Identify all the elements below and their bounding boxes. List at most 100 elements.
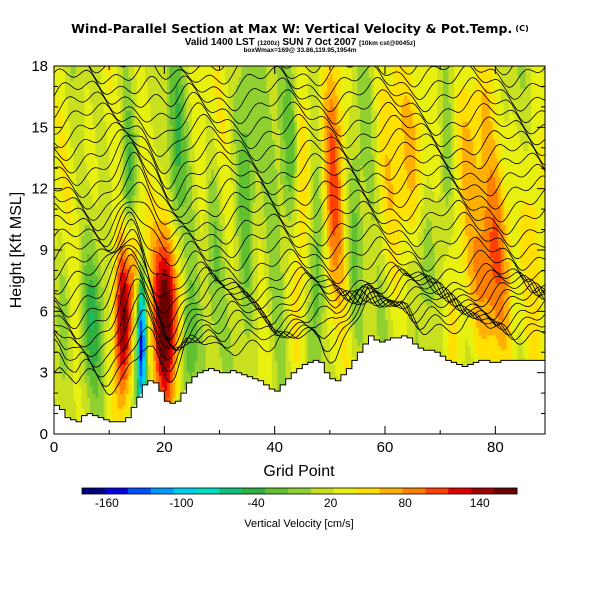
velocity-cell (150, 187, 154, 192)
velocity-cell (73, 128, 77, 133)
velocity-cell (78, 165, 83, 170)
velocity-cell (95, 95, 99, 100)
velocity-cell (111, 117, 116, 122)
velocity-cell (103, 242, 108, 247)
velocity-cell (70, 154, 74, 159)
velocity-cell (84, 378, 88, 384)
velocity-cell (114, 77, 119, 82)
velocity-cell (84, 113, 88, 119)
velocity-cell (103, 360, 108, 365)
velocity-cell (89, 73, 94, 78)
velocity-cell (139, 312, 143, 317)
velocity-cell (133, 327, 138, 332)
velocity-cell (70, 227, 74, 233)
velocity-cell (84, 202, 88, 207)
velocity-cell (114, 275, 119, 281)
velocity-cell (98, 91, 102, 97)
velocity-cell (145, 227, 149, 233)
velocity-cell (128, 209, 132, 214)
velocity-cell (147, 305, 152, 310)
velocity-cell (153, 227, 157, 233)
velocity-cell (109, 238, 113, 244)
velocity-cell (65, 253, 69, 258)
velocity-cell (78, 312, 83, 317)
velocity-cell (167, 290, 171, 295)
velocity-cell (95, 404, 99, 409)
velocity-cell (65, 110, 69, 115)
velocity-cell (95, 408, 99, 413)
velocity-cell (136, 139, 141, 144)
velocity-cell (54, 176, 58, 181)
velocity-cell (81, 279, 85, 284)
velocity-cell (87, 389, 91, 395)
velocity-cell (114, 367, 119, 373)
velocity-cell (106, 187, 110, 192)
velocity-cell (54, 393, 58, 398)
velocity-cell (56, 294, 61, 299)
velocity-cell (89, 216, 94, 222)
velocity-cell (87, 312, 91, 317)
velocity-cell (89, 397, 94, 402)
velocity-cell (92, 323, 96, 328)
velocity-cell (133, 397, 138, 402)
velocity-cell (167, 349, 171, 354)
velocity-cell (78, 91, 83, 97)
chart-title-mark: (C) (515, 24, 529, 33)
velocity-cell (103, 308, 108, 314)
velocity-cell (98, 135, 102, 141)
velocity-cell (114, 264, 119, 269)
velocity-cell (70, 88, 74, 93)
velocity-cell (65, 202, 69, 207)
velocity-cell (120, 330, 124, 336)
velocity-cell (114, 231, 119, 236)
velocity-cell (59, 238, 63, 244)
velocity-cell (54, 386, 58, 391)
velocity-cell (54, 117, 58, 122)
velocity-cell (128, 180, 132, 185)
velocity-cell (158, 161, 163, 166)
velocity-cell (122, 319, 127, 325)
velocity-cell (114, 69, 119, 74)
velocity-cell (136, 283, 141, 288)
velocity-cell (150, 342, 154, 347)
velocity-cell (62, 77, 66, 82)
velocity-cell (103, 84, 108, 89)
velocity-cell (117, 66, 121, 71)
velocity-cell (106, 400, 110, 406)
velocity-cell (87, 349, 91, 354)
velocity-cell (70, 205, 74, 211)
velocity-cell (67, 143, 72, 148)
velocity-cell (109, 73, 113, 78)
velocity-cell (150, 88, 154, 93)
velocity-cell (95, 146, 99, 152)
velocity-cell (153, 73, 157, 78)
velocity-cell (89, 312, 94, 317)
velocity-cell (128, 213, 132, 218)
velocity-cell (111, 400, 116, 406)
velocity-cell (145, 338, 149, 343)
velocity-cell (131, 169, 135, 174)
velocity-cell (59, 224, 63, 229)
velocity-cell (120, 139, 124, 144)
velocity-cell (122, 88, 127, 93)
velocity-cell (98, 165, 102, 170)
velocity-cell (67, 235, 72, 240)
velocity-cell (167, 334, 171, 339)
velocity-cell (54, 253, 58, 258)
velocity-cell (164, 187, 168, 192)
velocity-cell (92, 176, 96, 181)
velocity-cell (164, 242, 168, 247)
velocity-cell (73, 242, 77, 247)
velocity-cell (56, 400, 61, 406)
velocity-cell (120, 408, 124, 413)
velocity-cell (109, 183, 113, 189)
velocity-cell (65, 227, 69, 233)
velocity-cell (95, 121, 99, 126)
velocity-cell (133, 124, 138, 130)
velocity-cell (153, 88, 157, 93)
velocity-cell (87, 169, 91, 174)
velocity-cell (136, 132, 141, 137)
velocity-cell (125, 117, 130, 122)
velocity-cell (59, 73, 63, 78)
velocity-cell (95, 202, 99, 207)
